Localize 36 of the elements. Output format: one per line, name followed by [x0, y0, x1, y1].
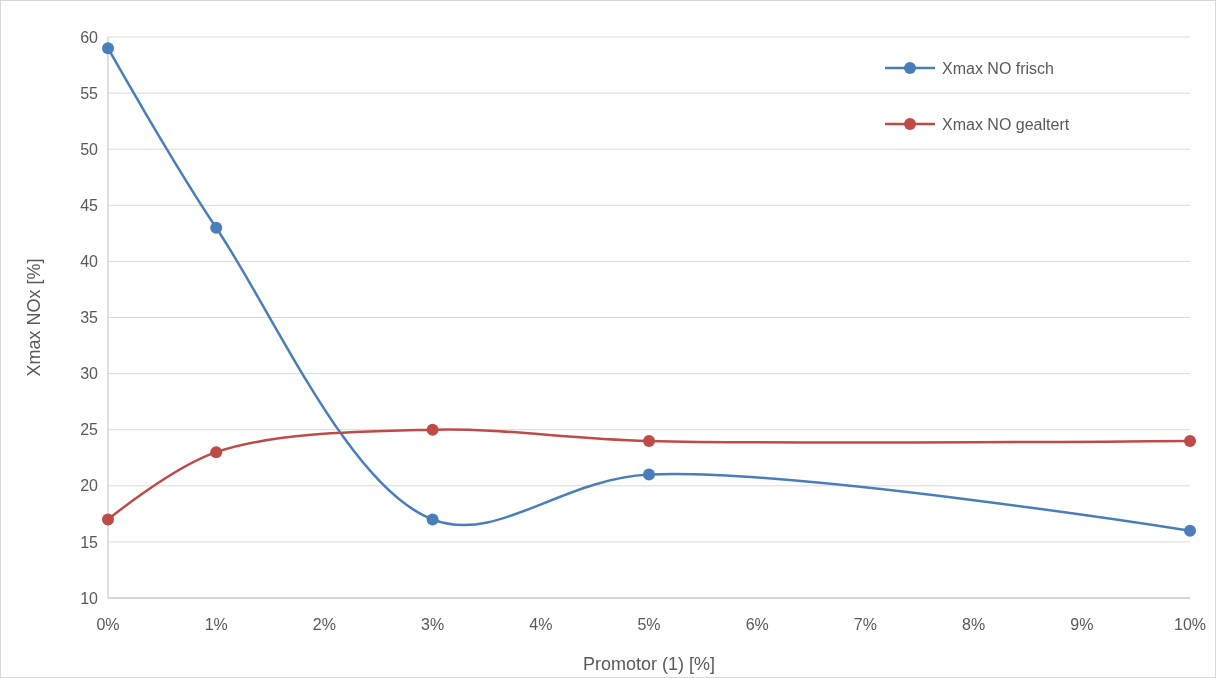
- point: [102, 513, 114, 526]
- y-tick-label: 20: [80, 477, 99, 495]
- x-tick-label: 7%: [853, 616, 877, 633]
- y-axis-title: Xmax NOx [%]: [24, 258, 44, 377]
- legend-label: Xmax NO frisch: [942, 59, 1055, 77]
- y-tick-label: 30: [80, 365, 99, 383]
- y-tick-label: 55: [80, 84, 99, 102]
- y-tick-label: 25: [80, 421, 99, 439]
- point: [643, 434, 655, 447]
- x-tick-label: 2%: [312, 616, 336, 633]
- x-tick-label: 0%: [96, 616, 120, 633]
- x-tick-label: 10%: [1173, 616, 1207, 633]
- y-tick-label: 35: [80, 309, 99, 327]
- point: [210, 221, 223, 234]
- y-tick-label: 60: [80, 28, 99, 46]
- point: [426, 513, 439, 526]
- point: [210, 446, 223, 459]
- y-tick-label: 45: [80, 196, 99, 214]
- point: [643, 468, 655, 481]
- y-tick-label: 10: [80, 589, 99, 607]
- x-tick-label: 1%: [204, 616, 228, 633]
- point: [102, 42, 114, 55]
- point: [1184, 434, 1196, 447]
- point: [426, 423, 439, 436]
- x-axis-title: Promotor (1) [%]: [582, 654, 716, 674]
- y-tick-label: 15: [80, 533, 99, 551]
- point: [1184, 524, 1196, 537]
- x-tick-label: 9%: [1070, 616, 1094, 633]
- x-tick-label: 5%: [637, 616, 661, 633]
- x-tick-label: 8%: [962, 616, 986, 633]
- x-tick-label: 6%: [745, 616, 769, 633]
- legend-label: Xmax NO gealtert: [942, 115, 1070, 133]
- y-tick-label: 50: [80, 140, 99, 158]
- y-tick-label: 40: [80, 253, 99, 270]
- x-tick-label: 3%: [421, 616, 445, 633]
- x-tick-label: 4%: [529, 616, 553, 633]
